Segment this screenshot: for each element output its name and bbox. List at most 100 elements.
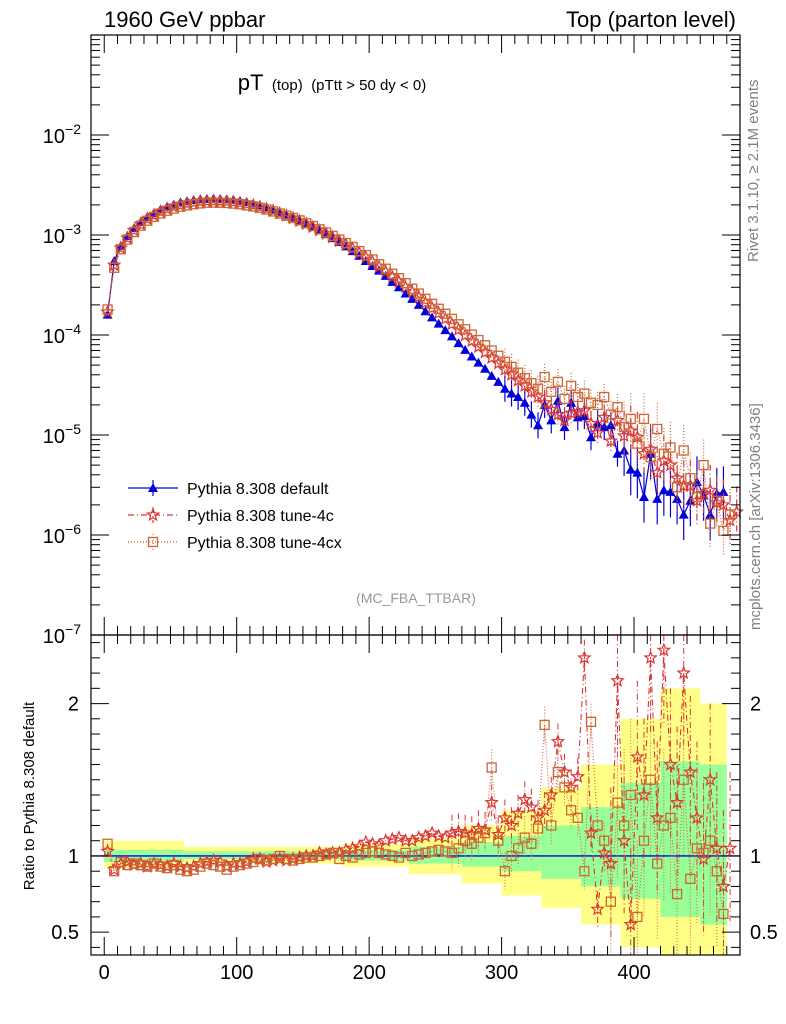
ratio-point-tune4cx (228, 861, 239, 872)
ratio-point-tune4c (610, 673, 625, 687)
ratio-point-tune4c (577, 650, 592, 665)
point-tune4c (702, 482, 718, 497)
ratio-point-tune4cx (307, 852, 319, 863)
ratio-point-tune4cx (274, 850, 285, 862)
point-tune4cx (228, 198, 239, 209)
ratio-point-tune4c (338, 842, 354, 857)
series-line-tune4c (107, 200, 738, 522)
ratio-point-tune4c (550, 734, 566, 748)
point-default (407, 293, 418, 303)
point-tune4cx (267, 206, 279, 217)
ratio-point-tune4c (537, 802, 552, 817)
ratio-y-tick-label: 2 (68, 694, 79, 716)
legend-label: Pythia 8.308 default (187, 481, 329, 498)
point-tune4c (530, 389, 546, 404)
point-tune4c (683, 478, 698, 493)
x-tick-label: 0 (99, 962, 110, 984)
ratio-point-tune4c (557, 764, 572, 779)
ratio-point-tune4cx (407, 850, 418, 862)
ratio-point-tune4cx (539, 719, 550, 731)
main-y-tick-label: 10−4 (43, 321, 81, 348)
point-tune4c (716, 497, 731, 512)
point-tune4cx (128, 226, 140, 238)
ratio-point-tune4cx (512, 843, 524, 854)
ratio-point-tune4c (345, 840, 360, 855)
legend-marker (145, 507, 161, 522)
ratio-point-tune4cx (162, 862, 173, 874)
ratio-y-tick-label: 1 (68, 846, 79, 868)
point-tune4cx (281, 210, 292, 221)
point-default (393, 282, 404, 292)
ratio-point-tune4cx (705, 835, 716, 846)
point-tune4cx (307, 220, 319, 232)
ratio-point-tune4cx (360, 847, 371, 859)
point-tune4cx (512, 367, 524, 378)
point-tune4cx (234, 199, 246, 210)
ratio-point-tune4c (411, 830, 427, 844)
point-tune4cx (155, 208, 166, 219)
legend-item-default: Pythia 8.308 default (128, 480, 329, 498)
header-right: Top (parton level) (566, 7, 736, 32)
main-y-tick-label: 10−6 (43, 521, 81, 548)
green-band (342, 849, 409, 861)
point-tune4cx (572, 391, 583, 403)
ratio-point-tune4c (471, 820, 486, 835)
ratio-point-tune4c (424, 825, 440, 840)
green-band (700, 764, 727, 925)
point-default (400, 288, 411, 298)
ratio-point-tune4cx (599, 835, 610, 846)
point-default (678, 509, 689, 519)
point-tune4c (590, 425, 605, 440)
point-tune4cx (638, 413, 650, 425)
point-tune4cx (413, 288, 424, 299)
point-tune4cx (705, 518, 716, 529)
legend-marker (147, 536, 159, 548)
ratio-point-tune4cx (638, 835, 650, 846)
point-tune4cx (294, 215, 305, 226)
legend-marker (148, 483, 158, 492)
ratio-point-tune4cx (652, 858, 663, 869)
point-tune4cx (446, 313, 458, 325)
ratio-point-tune4cx (486, 762, 497, 773)
ratio-point-tune4cx (493, 835, 504, 846)
point-tune4c (570, 404, 586, 419)
point-tune4cx (565, 380, 577, 392)
point-tune4cx (314, 224, 325, 235)
ratio-line-tune4c (107, 650, 731, 925)
ratio-point-tune4cx (632, 911, 643, 923)
ratio-point-tune4cx (102, 838, 113, 849)
ratio-point-tune4cx (354, 849, 365, 860)
ratio-point-tune4cx (658, 820, 669, 831)
ratio-point-tune4cx (267, 853, 279, 865)
ratio-point-tune4cx (373, 847, 385, 859)
point-tune4cx (506, 361, 517, 373)
ratio-point-tune4c (669, 794, 685, 809)
point-default (718, 486, 729, 496)
main-series (100, 193, 744, 557)
point-tune4cx (632, 438, 643, 449)
ratio-point-tune4c (517, 791, 533, 806)
legend-label: Pythia 8.308 tune-4c (187, 508, 334, 525)
x-tick-label: 200 (352, 962, 385, 984)
ratio-point-tune4cx (698, 847, 709, 859)
point-tune4cx (526, 377, 537, 389)
point-default (473, 357, 484, 367)
ratio-point-tune4c (570, 769, 586, 783)
point-tune4c (563, 405, 579, 420)
ratio-point-tune4cx (665, 812, 676, 824)
ratio-point-tune4c (451, 823, 466, 838)
ratio-point-tune4cx (400, 847, 411, 859)
ratio-point-tune4cx (234, 859, 246, 871)
ratio-uncertainty-bands (104, 688, 727, 955)
point-tune4cx (678, 445, 689, 456)
point-tune4cx (195, 198, 206, 209)
ratio-point-tune4cx (426, 846, 438, 857)
ratio-point-tune4cx (254, 853, 266, 865)
point-tune4c (636, 446, 652, 460)
point-tune4cx (559, 393, 570, 404)
ratio-point-tune4cx (155, 861, 166, 872)
point-tune4cx (652, 423, 663, 435)
ratio-point-tune4c (603, 855, 619, 870)
point-default (612, 448, 623, 458)
ratio-point-tune4cx (175, 864, 186, 875)
